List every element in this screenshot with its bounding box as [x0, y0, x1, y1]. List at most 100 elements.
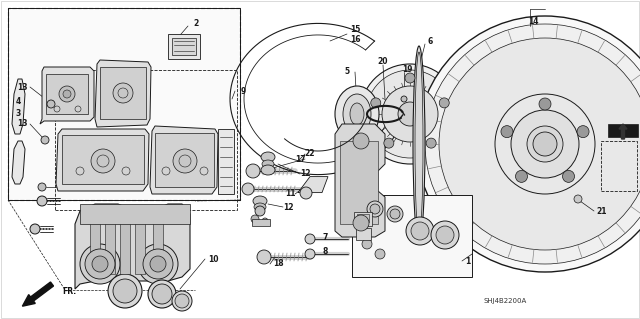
Text: 21: 21 — [596, 206, 607, 216]
Bar — [168, 34, 200, 59]
Bar — [356, 228, 371, 240]
Circle shape — [411, 222, 429, 240]
Bar — [218, 129, 234, 194]
Text: 17: 17 — [294, 154, 305, 164]
Circle shape — [511, 110, 579, 178]
Bar — [608, 124, 638, 137]
Circle shape — [300, 187, 312, 199]
Polygon shape — [46, 74, 88, 114]
Circle shape — [436, 226, 454, 244]
Circle shape — [563, 170, 575, 182]
Text: 10: 10 — [208, 255, 218, 263]
Circle shape — [59, 86, 75, 102]
Ellipse shape — [261, 165, 275, 175]
Polygon shape — [298, 177, 328, 193]
Text: SHJ4B2200A: SHJ4B2200A — [483, 298, 527, 304]
Polygon shape — [56, 129, 149, 191]
Text: 1: 1 — [465, 256, 470, 265]
Polygon shape — [75, 204, 190, 289]
Circle shape — [398, 102, 422, 126]
Ellipse shape — [343, 94, 371, 134]
Circle shape — [360, 64, 460, 164]
Text: 13: 13 — [17, 83, 28, 92]
Bar — [601, 141, 637, 191]
Bar — [172, 38, 196, 55]
FancyArrow shape — [619, 124, 627, 139]
Circle shape — [143, 249, 173, 279]
Circle shape — [63, 90, 71, 98]
Ellipse shape — [254, 203, 266, 211]
Circle shape — [255, 206, 265, 216]
Circle shape — [501, 126, 513, 137]
Polygon shape — [8, 8, 240, 200]
Ellipse shape — [350, 103, 364, 125]
Text: 7: 7 — [323, 233, 328, 241]
Circle shape — [495, 94, 595, 194]
Circle shape — [366, 70, 454, 158]
Polygon shape — [80, 204, 190, 224]
Circle shape — [527, 126, 563, 162]
Text: 3: 3 — [15, 109, 20, 118]
Bar — [252, 219, 270, 226]
Circle shape — [353, 133, 369, 149]
Circle shape — [370, 204, 380, 214]
Circle shape — [515, 170, 527, 182]
Circle shape — [405, 73, 415, 83]
Text: 12: 12 — [283, 203, 293, 211]
Polygon shape — [340, 141, 378, 224]
Polygon shape — [12, 141, 25, 184]
Circle shape — [138, 244, 178, 284]
Text: 11: 11 — [285, 189, 295, 198]
Ellipse shape — [415, 52, 423, 236]
Polygon shape — [150, 126, 218, 194]
Circle shape — [37, 196, 47, 206]
Circle shape — [305, 234, 315, 244]
Circle shape — [439, 98, 449, 108]
Polygon shape — [95, 60, 151, 127]
Circle shape — [173, 149, 197, 173]
Circle shape — [246, 164, 260, 178]
Text: 14: 14 — [528, 18, 538, 26]
Text: 8: 8 — [323, 247, 328, 256]
Circle shape — [113, 279, 137, 303]
Circle shape — [375, 249, 385, 259]
Polygon shape — [40, 67, 94, 124]
Circle shape — [353, 215, 369, 231]
FancyArrow shape — [22, 282, 54, 306]
Circle shape — [431, 221, 459, 249]
Text: 18: 18 — [273, 259, 284, 269]
Polygon shape — [105, 217, 115, 274]
Circle shape — [387, 206, 403, 222]
Circle shape — [577, 126, 589, 137]
Text: FR.: FR. — [62, 286, 76, 295]
Circle shape — [262, 218, 268, 224]
Text: 12: 12 — [300, 169, 310, 179]
Text: 20: 20 — [378, 56, 388, 65]
Ellipse shape — [335, 86, 379, 142]
Circle shape — [382, 86, 438, 142]
Text: 9: 9 — [241, 86, 246, 95]
Circle shape — [175, 294, 189, 308]
Circle shape — [91, 149, 115, 173]
Text: 13: 13 — [17, 120, 28, 129]
Circle shape — [172, 291, 192, 311]
Circle shape — [113, 83, 133, 103]
Circle shape — [539, 98, 551, 110]
Circle shape — [108, 274, 142, 308]
Circle shape — [80, 244, 120, 284]
Circle shape — [257, 250, 271, 264]
Circle shape — [30, 224, 40, 234]
Circle shape — [417, 16, 640, 272]
Polygon shape — [12, 79, 25, 134]
Text: B-21: B-21 — [613, 127, 633, 136]
Circle shape — [425, 24, 640, 264]
Circle shape — [38, 183, 46, 191]
Polygon shape — [155, 133, 214, 187]
Polygon shape — [135, 217, 145, 274]
Circle shape — [426, 138, 436, 148]
Polygon shape — [100, 67, 146, 119]
Bar — [354, 212, 372, 226]
Circle shape — [152, 284, 172, 304]
Circle shape — [148, 280, 176, 308]
Text: 2: 2 — [193, 19, 198, 28]
